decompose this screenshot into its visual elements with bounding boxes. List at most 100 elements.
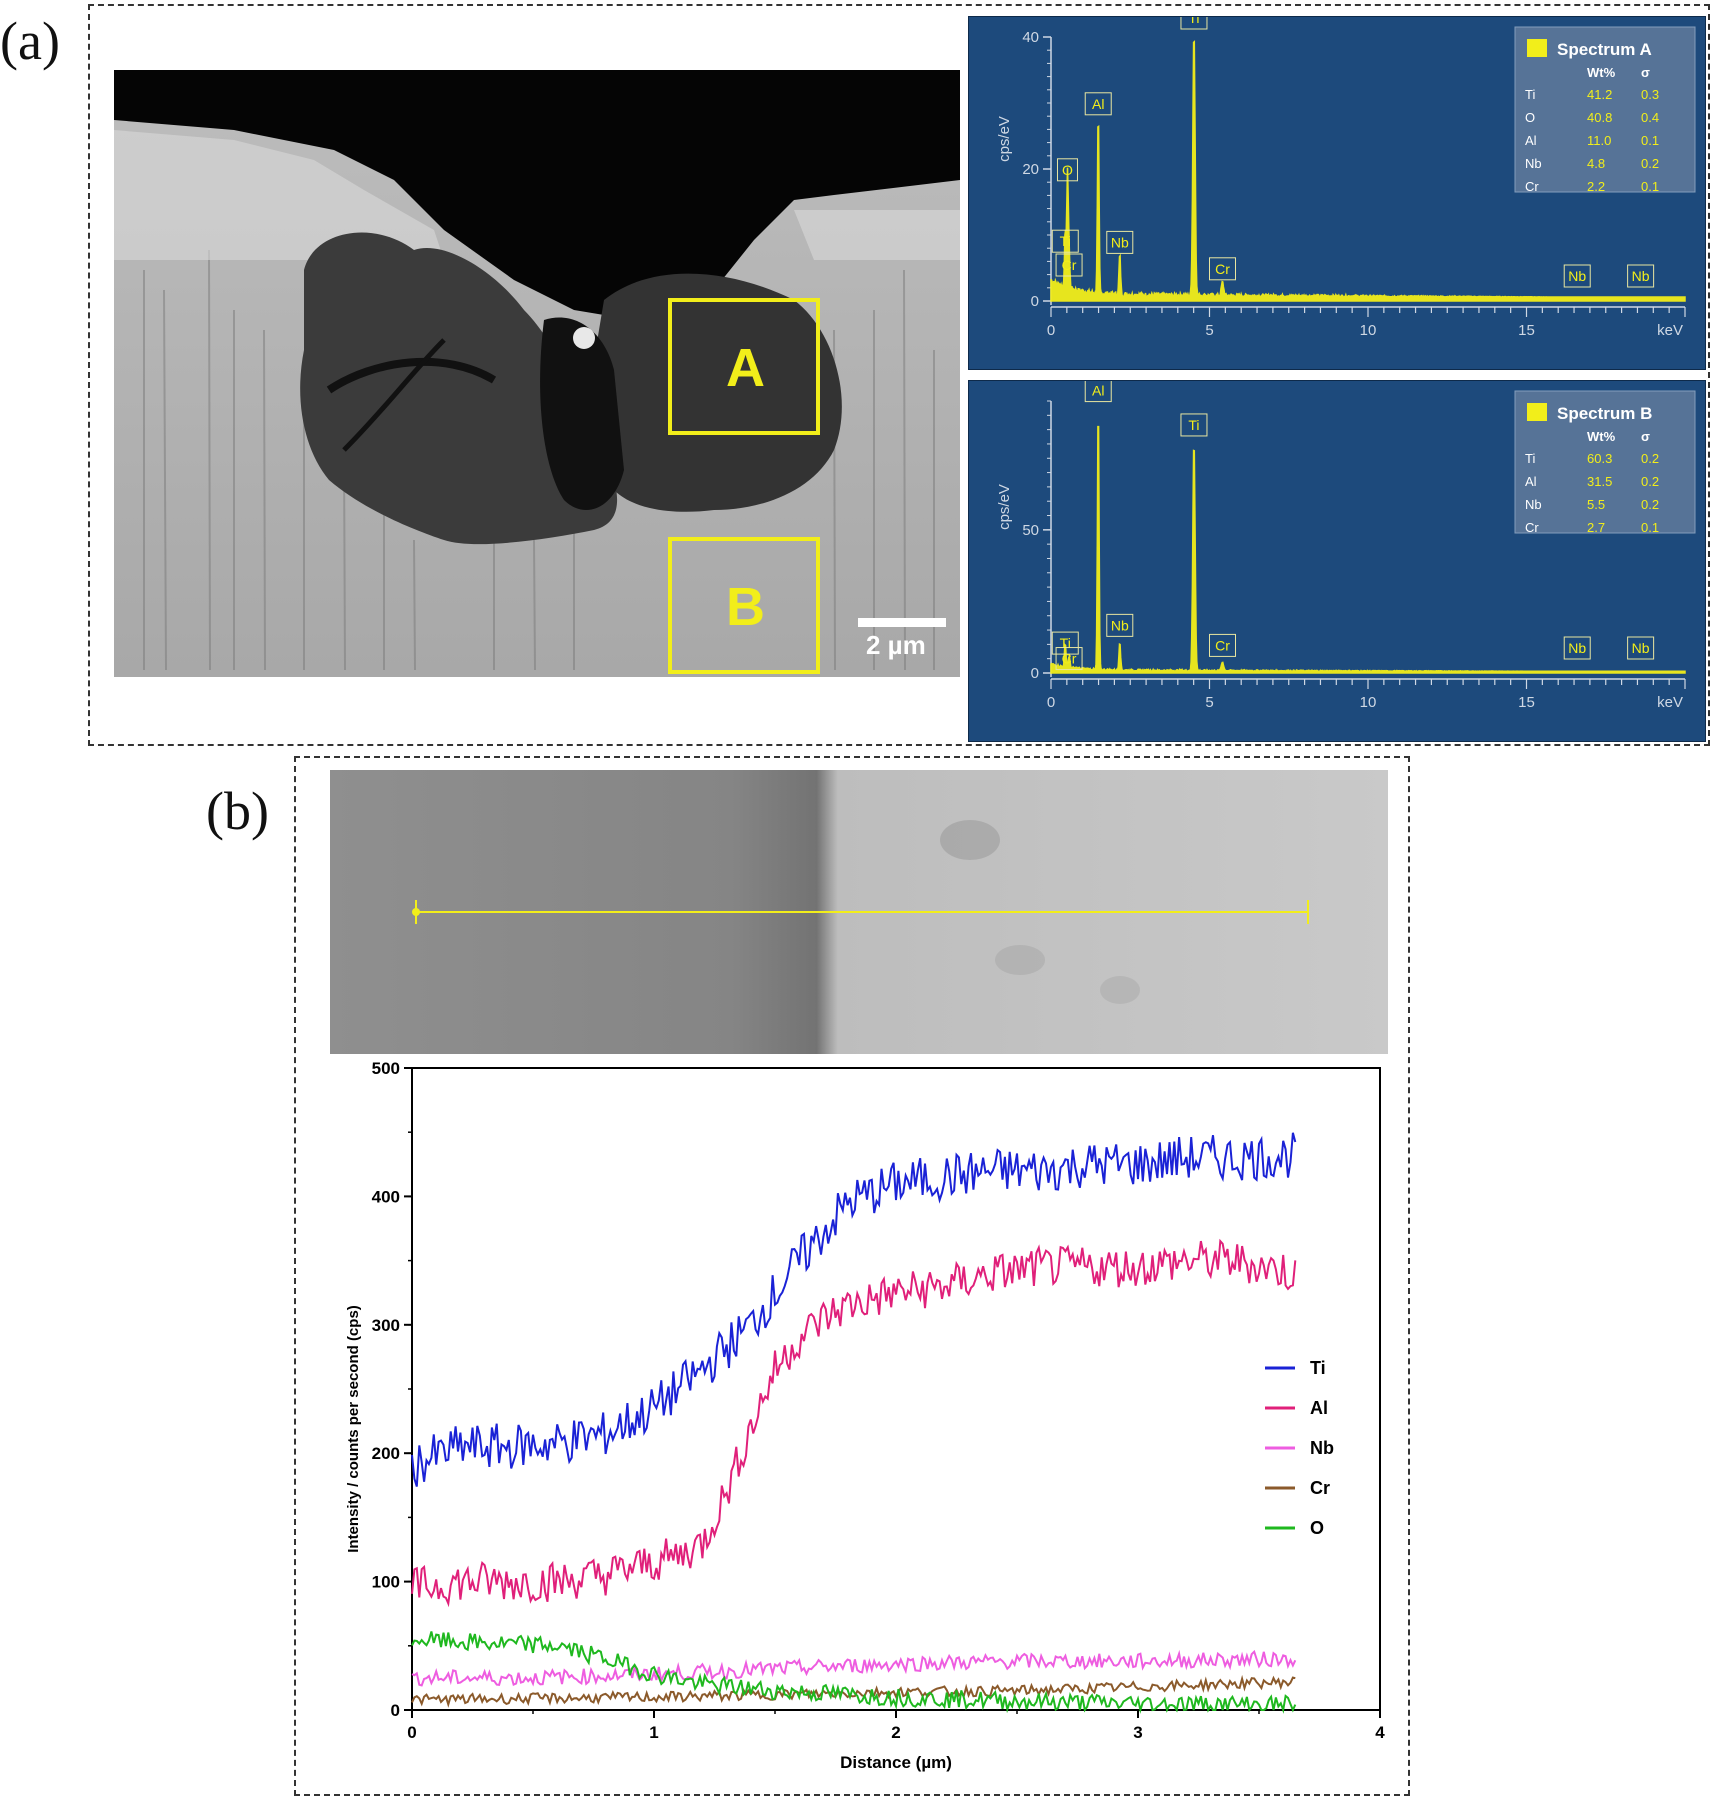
spectrum-a-peak-label-o: O <box>1062 162 1073 178</box>
spectrum-a-table-header-sigma: σ <box>1641 65 1650 80</box>
spectrum-a-peak-label-box <box>1208 257 1236 281</box>
spectrum-a-peak-label-box <box>1084 92 1112 116</box>
y-tick-label: 400 <box>372 1187 400 1206</box>
y-axis-label: Intensity / counts per second (cps) <box>345 1305 362 1553</box>
series-line-ti <box>411 1132 1297 1487</box>
panel-b-frame <box>294 756 1410 1796</box>
sem-image-b-graphic <box>330 770 1388 1054</box>
spectrum-b-peak-label-box <box>1180 413 1208 437</box>
spectrum-a-table-sigma: 0.1 <box>1641 133 1659 148</box>
region-a-label: A <box>726 338 765 398</box>
spectrum-a-legend-swatch <box>1527 39 1547 57</box>
spectrum-a-table-wt: 4.8 <box>1587 156 1605 171</box>
spectrum-a-peak-label-ti: Ti <box>1060 233 1071 249</box>
spectrum-b-table-sigma: 0.2 <box>1641 451 1659 466</box>
spectrum-a-y-tick-label: 20 <box>1022 161 1039 178</box>
spectrum-a-table-element: Cr <box>1525 179 1539 194</box>
spectrum-a-x-tick-label: 5 <box>1205 322 1213 339</box>
spectrum-b-table-wt: 2.7 <box>1587 520 1605 535</box>
spectrum-a-x-tick-label: 0 <box>1047 322 1055 339</box>
spectrum-a-table-wt: 40.8 <box>1587 110 1612 125</box>
spectrum-a-table-sigma: 0.3 <box>1641 87 1659 102</box>
legend-label-cr: Cr <box>1310 1478 1330 1498</box>
x-tick-label: 0 <box>407 1723 416 1742</box>
spectrum-a-peak-label-box <box>1106 230 1134 254</box>
spectrum-a-peak-label-nb: Nb <box>1632 268 1650 284</box>
spectrum-b-x-axis-label: keV <box>1657 694 1683 711</box>
spectrum-b-x-tick-label: 10 <box>1360 694 1377 711</box>
y-tick-label: 0 <box>391 1701 400 1720</box>
spectrum-a-y-tick-label: 0 <box>1031 293 1039 310</box>
spectrum-a-table-wt: 11.0 <box>1587 133 1611 148</box>
y-tick-label: 500 <box>372 1059 400 1078</box>
spectrum-a-table-sigma: 0.1 <box>1641 179 1659 194</box>
spectrum-b-peak-label-box <box>1055 647 1083 671</box>
y-tick-label: 200 <box>372 1444 400 1463</box>
spectrum-b-y-tick-label: 0 <box>1031 665 1039 682</box>
spectrum-b-table-element: Ti <box>1525 451 1535 466</box>
spectrum-b-y-tick-label: 50 <box>1022 522 1039 539</box>
spectrum-b-peak-label-al: Al <box>1092 383 1104 399</box>
spectrum-b-peak-label-ti: Ti <box>1188 417 1199 433</box>
plot-area <box>411 1067 1381 1711</box>
spectrum-a-peak-label-cr: Cr <box>1062 257 1077 273</box>
spectrum-b-table-header-sigma: σ <box>1641 429 1650 444</box>
spectrum-b-table-wt: 31.5 <box>1587 474 1612 489</box>
spectrum-a-peak-label-box <box>1051 229 1079 253</box>
spectrum-b-x-tick-label: 15 <box>1518 694 1535 711</box>
legend-label-nb: Nb <box>1310 1438 1334 1458</box>
x-tick-label: 4 <box>1375 1723 1385 1742</box>
spectrum-a-peak-label-cr: Cr <box>1215 261 1230 277</box>
spectrum-a-panel: 0 5 10 15 keV 0 20 40 cps/eV O Ti Cr Al Nb Ti Cr Nb Nb Spe… <box>968 6 1706 370</box>
spectrum-a-x-tick-label: 15 <box>1518 322 1535 339</box>
spectrum-a-peak-label-box <box>1627 264 1655 288</box>
spectrum-b-x-tick-label: 0 <box>1047 694 1055 711</box>
panel-a-label: (a) <box>0 11 60 71</box>
spectrum-b-peak-label-ti: Ti <box>1060 635 1071 651</box>
x-tick-label: 1 <box>649 1723 658 1742</box>
spectrum-a-y-tick-label: 40 <box>1022 29 1039 46</box>
spectrum-b-table-element: Cr <box>1525 520 1539 535</box>
legend-label-ti: Ti <box>1310 1358 1326 1378</box>
spectrum-a-table-sigma: 0.4 <box>1641 110 1659 125</box>
spectrum-b-legend-title: Spectrum B <box>1557 404 1652 423</box>
x-axis-label: Distance (µm) <box>840 1753 952 1772</box>
spectrum-a-table-element: Al <box>1525 133 1537 148</box>
spectrum-b-y-axis-label: cps/eV <box>996 484 1013 530</box>
y-tick-label: 100 <box>372 1573 400 1592</box>
spectrum-a-x-axis-label: keV <box>1657 322 1683 339</box>
spectrum-b-peak-label-box <box>1563 636 1591 660</box>
spectrum-b-x-tick-label: 5 <box>1205 694 1213 711</box>
spectrum-a-x-tick-label: 10 <box>1360 322 1377 339</box>
spectrum-b-peak-label-nb: Nb <box>1111 617 1129 633</box>
spectrum-a-chart: 0 5 10 15 keV 0 20 40 cps/eV O Ti Cr Al Nb Ti Cr Nb Nb Spe… <box>996 6 1696 339</box>
spectrum-a-table-element: Nb <box>1525 156 1542 171</box>
spectrum-b-peak-label-cr: Cr <box>1062 651 1077 667</box>
spectrum-b-legend-swatch <box>1527 403 1547 421</box>
spectrum-a-table-element: O <box>1525 110 1535 125</box>
spectrum-a-spectrum-trace <box>1050 40 1686 302</box>
spectrum-a-peak-label-nb: Nb <box>1568 268 1586 284</box>
spectrum-a-table-element: Ti <box>1525 87 1535 102</box>
spectrum-a-y-axis-label: cps/eV <box>996 116 1013 162</box>
sem-image-a-graphic <box>114 70 960 677</box>
spectrum-b-table-sigma: 0.2 <box>1641 497 1659 512</box>
spectrum-b-peak-label-box <box>1106 613 1134 637</box>
spectrum-a-peak-label-ti: Ti <box>1188 17 1199 26</box>
spectrum-b-table-sigma: 0.1 <box>1641 520 1659 535</box>
spectrum-b-table-wt: 5.5 <box>1587 497 1605 512</box>
spectrum-b-peak-label-box <box>1627 636 1655 660</box>
line-scan-chart: 0 1 2 3 4 0 100 200 300 400 500 Distance (µm) Intens… <box>345 1059 1385 1772</box>
x-tick-label: 2 <box>891 1723 900 1742</box>
spectrum-b-panel: 0 5 10 15 keV 0 50 cps/eV Al Ti Ti Cr Nb Cr Nb Nb Spectr… <box>968 379 1706 742</box>
y-tick-label: 300 <box>372 1316 400 1335</box>
spectrum-a-legend-title: Spectrum A <box>1557 40 1652 59</box>
spectrum-a-peak-label-nb: Nb <box>1111 234 1129 250</box>
legend-label-o: O <box>1310 1518 1324 1538</box>
spectrum-b-table-sigma: 0.2 <box>1641 474 1659 489</box>
spectrum-a-peak-label-box <box>1056 158 1078 182</box>
spectrum-b-table-element: Nb <box>1525 497 1542 512</box>
panel-a-frame <box>88 4 1710 746</box>
spectrum-a-table-wt: 2.2 <box>1587 179 1605 194</box>
